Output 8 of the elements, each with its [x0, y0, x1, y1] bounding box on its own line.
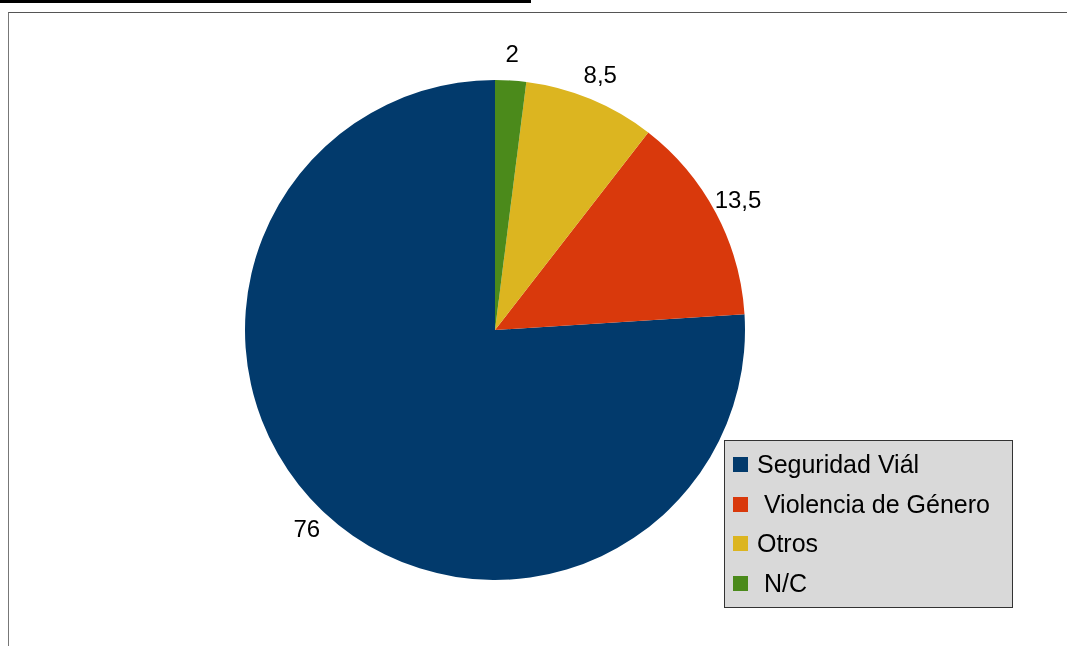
data-label: 8,5 — [583, 60, 617, 88]
legend-label: Seguridad Viál — [756, 450, 920, 479]
legend-label: N/C — [762, 568, 807, 597]
data-label: 76 — [293, 515, 321, 543]
data-label: 13,5 — [714, 185, 762, 213]
data-label: 2 — [505, 40, 519, 68]
legend-label: Violencia de Género — [762, 489, 990, 518]
legend-label: Otros — [756, 529, 819, 558]
